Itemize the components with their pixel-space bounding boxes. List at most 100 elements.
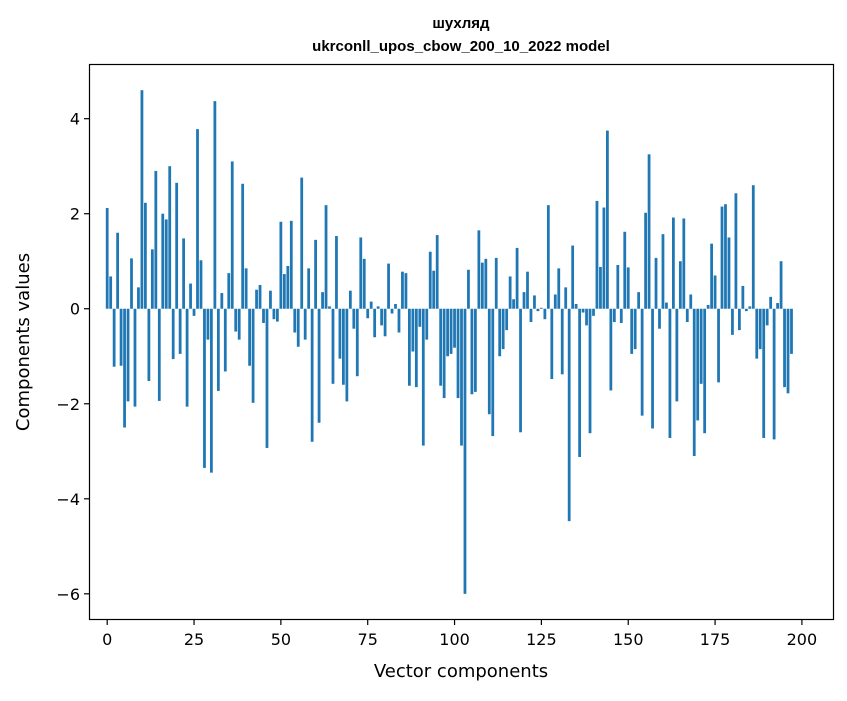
bar (769, 296, 773, 309)
chart-title-line1: шухляд (432, 15, 490, 32)
bar (157, 308, 161, 401)
bar (609, 308, 613, 391)
bar (706, 304, 710, 309)
y-axis-label: Components values (13, 253, 34, 431)
bar (397, 308, 401, 333)
bar (529, 308, 533, 323)
chart-title-line2: ukrconll_upos_cbow_200_10_2022 model (312, 38, 610, 55)
bar (216, 308, 220, 391)
bar (123, 308, 126, 428)
bar (536, 308, 540, 312)
bar (140, 90, 144, 309)
bar (602, 207, 606, 309)
bar (355, 308, 359, 377)
bar (505, 308, 509, 331)
bar (196, 129, 199, 309)
axes-frame (88, 63, 835, 621)
bar (640, 308, 644, 416)
bar (276, 308, 279, 322)
bar (644, 212, 647, 309)
bar (289, 220, 293, 309)
bar (185, 308, 189, 407)
bar (717, 308, 720, 383)
bar (425, 308, 429, 340)
bar (321, 292, 324, 309)
x-tick-label: 200 (787, 630, 818, 649)
bar (574, 303, 578, 309)
bar (144, 202, 147, 309)
x-ticks-group: 0 25 50 75 100 125 150 175 200 (102, 619, 817, 649)
bar (672, 217, 675, 309)
bar (234, 308, 238, 332)
x-tick-label: 125 (526, 630, 557, 649)
bar (651, 308, 654, 429)
x-tick-label: 75 (358, 630, 378, 649)
bar (557, 268, 561, 309)
bar (189, 283, 192, 309)
bar (428, 251, 432, 309)
bar (269, 290, 272, 309)
bar (133, 308, 137, 407)
bar (526, 271, 529, 309)
bar (279, 221, 283, 309)
bar (692, 308, 696, 457)
bar (300, 177, 304, 309)
bar (487, 308, 491, 415)
bar (553, 294, 557, 309)
bar (255, 289, 258, 309)
bar (533, 295, 536, 309)
bar (265, 308, 269, 448)
bar (442, 308, 446, 399)
bar (699, 308, 703, 384)
bar (359, 237, 363, 309)
bar (418, 308, 422, 327)
bar (637, 292, 641, 309)
bar (467, 269, 470, 309)
bar (227, 273, 231, 309)
bar (710, 243, 713, 309)
bar (453, 308, 456, 348)
bar (223, 308, 227, 372)
bar (352, 308, 356, 329)
bar (470, 308, 474, 395)
bar (519, 308, 522, 433)
bar (564, 287, 568, 309)
bar (765, 308, 769, 326)
bar (314, 239, 317, 309)
bar (147, 308, 151, 381)
bar (790, 308, 793, 354)
bar (366, 308, 370, 319)
bar (109, 276, 113, 309)
bar (522, 292, 526, 309)
bar (262, 308, 265, 323)
bar (328, 306, 331, 309)
bar (335, 236, 338, 309)
bar (744, 308, 748, 312)
bar (772, 308, 776, 440)
bar (713, 275, 717, 309)
bar (720, 206, 724, 309)
bar (348, 290, 352, 309)
bar (105, 208, 109, 309)
bar (689, 294, 693, 309)
bar (647, 154, 651, 309)
bar (383, 308, 387, 337)
x-tick-label: 175 (700, 630, 731, 649)
bar (206, 308, 210, 340)
bar (137, 287, 140, 309)
bar (175, 182, 179, 309)
bar (480, 262, 484, 309)
x-axis-label: Vector components (374, 661, 548, 682)
x-tick-label: 50 (271, 630, 291, 649)
bar (168, 166, 172, 309)
bar (626, 267, 630, 309)
bar (616, 265, 620, 309)
bar (182, 238, 185, 309)
bar (241, 183, 245, 309)
bar (404, 273, 408, 309)
bar (390, 308, 394, 314)
bar (164, 219, 168, 309)
bar (154, 170, 158, 309)
bar (512, 299, 515, 309)
bar (220, 293, 224, 309)
